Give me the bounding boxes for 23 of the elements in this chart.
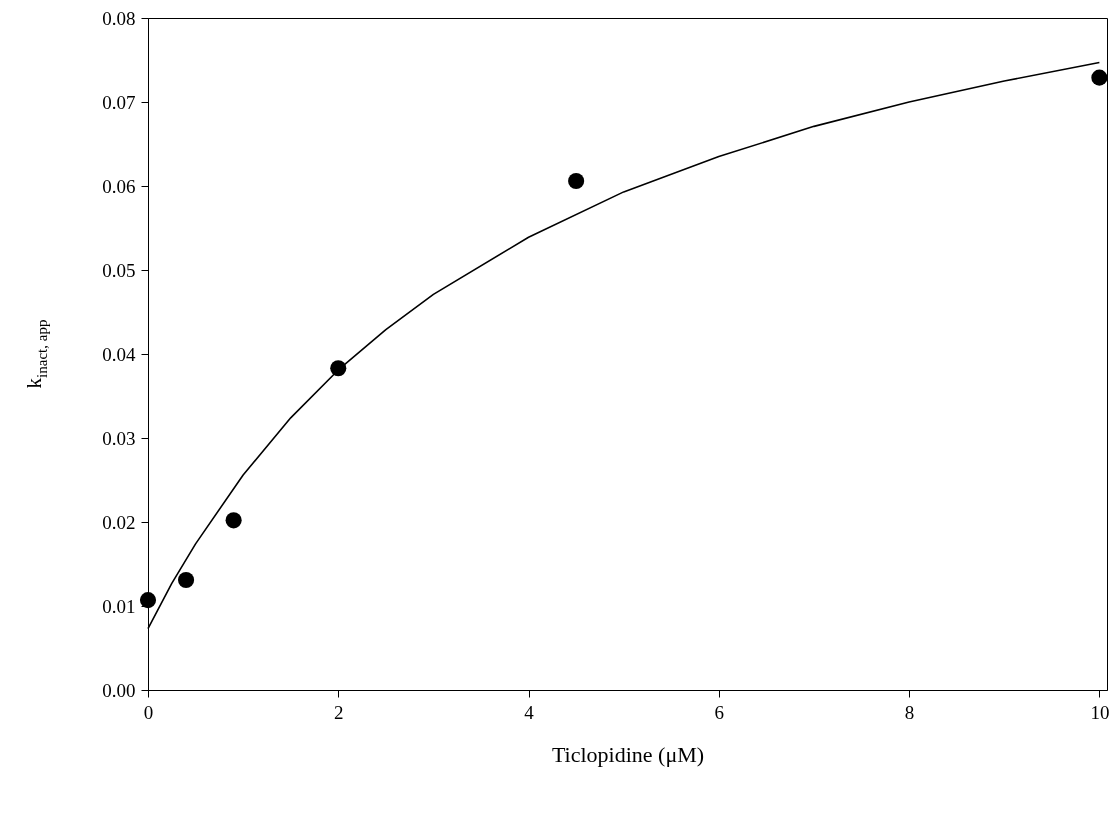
point [139, 592, 157, 609]
point [225, 512, 242, 529]
x-tick-label: 10 [1090, 701, 1110, 723]
x-tick-label: 0 [143, 701, 154, 723]
x-tick-label: 4 [524, 701, 535, 723]
point [1091, 69, 1108, 86]
y-tick-label: 0.04 [102, 343, 136, 365]
x-axis-title: Ticlopidine (μM) [551, 741, 705, 767]
y-tick-label: 0.01 [102, 595, 136, 617]
x-tick-label: 6 [714, 701, 725, 723]
point [177, 571, 195, 589]
y-tick-label: 0.05 [102, 259, 136, 281]
y-tick-label: 0.08 [102, 7, 136, 29]
y-tick-label: 0.00 [102, 679, 136, 701]
y-tick-label: 0.03 [102, 427, 136, 449]
point [568, 172, 585, 190]
y-tick-label: 0.07 [102, 91, 136, 113]
point [330, 360, 347, 377]
x-tick-label: 8 [904, 701, 915, 723]
line-series [147, 61, 1101, 630]
y-tick-label: 0.02 [102, 511, 136, 533]
x-tick-label: 2 [334, 701, 344, 723]
y-tick-label: 0.06 [102, 175, 136, 197]
